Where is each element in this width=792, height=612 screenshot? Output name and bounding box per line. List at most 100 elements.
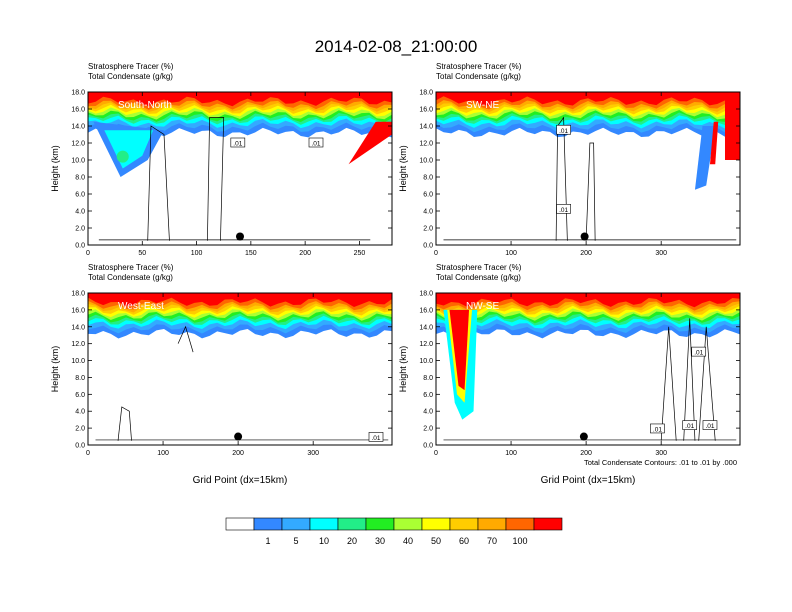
y-tick-label: 0.0 [423, 243, 433, 250]
condensate-contours [98, 117, 371, 241]
y-tick-label: 12.0 [71, 341, 85, 348]
colorbar-label: 1 [265, 536, 270, 546]
contour-label: .01 [653, 426, 662, 433]
field-label-condensate: Total Condensate (g/kg) [436, 72, 521, 81]
panel-3: .01 0.0 2.0 4.0 6.0 8.0 10.0 12.0 14.0 16.0 18.0 0 1… [50, 263, 393, 486]
field-label-condensate: Total Condensate (g/kg) [436, 273, 521, 282]
y-tick-label: 14.0 [71, 324, 85, 331]
x-tick-label: 150 [245, 250, 257, 257]
panels: .01 .01 0.0 2.0 4.0 6.0 8.0 10.0 12.0 14.0 16.0 18.… [50, 62, 741, 486]
x-tick-label: 300 [655, 250, 667, 257]
condensate-contours [443, 116, 737, 241]
colorbar-label: 10 [319, 536, 329, 546]
y-tick-label: 6.0 [75, 392, 85, 399]
intrusion-blue [694, 126, 716, 190]
y-tick-label: 10.0 [71, 358, 85, 365]
y-tick-label: 10.0 [419, 358, 433, 365]
tracer-field [88, 92, 392, 245]
plot-frame [87, 292, 393, 446]
x-tick-label: 250 [354, 250, 366, 257]
x-tick-label: 0 [86, 250, 90, 257]
contour-label-box [702, 420, 718, 430]
y-tick-label: 2.0 [75, 426, 85, 433]
contour-label: .01 [559, 207, 568, 214]
y-tick-label: 2.0 [423, 226, 433, 233]
colorbar-swatch [253, 517, 283, 531]
y-tick-label: 4.0 [75, 409, 85, 416]
x-tick-label: 100 [157, 450, 169, 457]
colorbar-swatch [225, 517, 255, 531]
contour-label-box [556, 204, 571, 214]
y-tick-label: 12.0 [71, 141, 85, 148]
y-tick-label: 10.0 [71, 158, 85, 165]
y-axis-title: Height (km) [398, 346, 408, 393]
colorbar-label: 20 [347, 536, 357, 546]
tracer-field [436, 293, 740, 445]
y-tick-label: 14.0 [419, 124, 433, 131]
colorbar-swatch [477, 517, 507, 531]
x-tick-label: 200 [580, 450, 592, 457]
tracer-band [88, 293, 392, 308]
y-tick-label: 6.0 [75, 192, 85, 199]
x-tick-label: 200 [299, 250, 311, 257]
x-tick-label: 100 [191, 250, 203, 257]
contour-line [683, 318, 696, 441]
contour-line [585, 142, 596, 241]
location-marker [234, 432, 243, 441]
location-marker [236, 232, 244, 241]
x-tick-label: 50 [138, 250, 146, 257]
contour-label: .01 [705, 423, 714, 430]
colorbar-swatch [421, 517, 451, 531]
y-tick-label: 12.0 [419, 341, 433, 348]
field-label-tracer: Stratosphere Tracer (%) [436, 62, 522, 71]
x-tick-label: 300 [307, 450, 319, 457]
y-tick-label: 16.0 [419, 107, 433, 114]
location-marker [580, 232, 589, 241]
tracer-band [436, 293, 740, 308]
contour-label-box [691, 346, 707, 357]
y-tick-label: 0.0 [75, 443, 85, 450]
panel-direction-label: West-East [118, 301, 164, 312]
intrusion-red [709, 121, 719, 165]
x-tick-label: 100 [505, 250, 517, 257]
y-tick-label: 4.0 [423, 409, 433, 416]
panel-1: .01 .01 0.0 2.0 4.0 6.0 8.0 10.0 12.0 14.0 16.0 18.… [50, 62, 393, 257]
condensate-contours [443, 318, 737, 441]
tracer-field [436, 92, 740, 245]
x-tick-label: 0 [434, 450, 438, 457]
contour-label: .01 [233, 141, 242, 148]
y-tick-label: 16.0 [71, 107, 85, 114]
y-tick-label: 18.0 [419, 291, 433, 298]
contour-label-box [230, 137, 246, 148]
colorbar-swatch [393, 517, 423, 531]
colorbar: 1 5 10 20 30 40 50 60 70 100 [225, 517, 563, 546]
plot-frame [87, 91, 393, 246]
colorbar-label: 30 [375, 536, 385, 546]
panel-direction-label: South-North [118, 100, 172, 111]
contour-line [555, 116, 568, 241]
plot-frame [435, 292, 741, 446]
contour-label: .01 [311, 141, 320, 148]
y-tick-label: 2.0 [423, 426, 433, 433]
y-tick-label: 18.0 [71, 291, 85, 298]
y-tick-label: 0.0 [75, 243, 85, 250]
field-label-tracer: Stratosphere Tracer (%) [436, 263, 522, 272]
x-tick-label: 200 [580, 250, 592, 257]
y-axis-title: Height (km) [398, 145, 408, 192]
panel-2: .01 .01 0.0 2.0 4.0 6.0 8.0 10.0 12.0 14.0 16.0 18.… [398, 62, 741, 257]
contour-label: .01 [371, 435, 380, 442]
contour-line [207, 117, 225, 241]
y-tick-label: 0.0 [423, 443, 433, 450]
y-tick-label: 8.0 [75, 375, 85, 382]
contour-label-box [556, 124, 571, 135]
contour-label: .01 [694, 350, 703, 357]
x-tick-label: 0 [86, 450, 90, 457]
y-tick-label: 14.0 [71, 124, 85, 131]
colorbar-label: 60 [459, 536, 469, 546]
x-axis-title: Grid Point (dx=15km) [193, 475, 288, 486]
colorbar-label: 5 [293, 536, 298, 546]
y-tick-label: 8.0 [423, 175, 433, 182]
colorbar-swatch [533, 517, 563, 531]
y-tick-label: 2.0 [75, 226, 85, 233]
